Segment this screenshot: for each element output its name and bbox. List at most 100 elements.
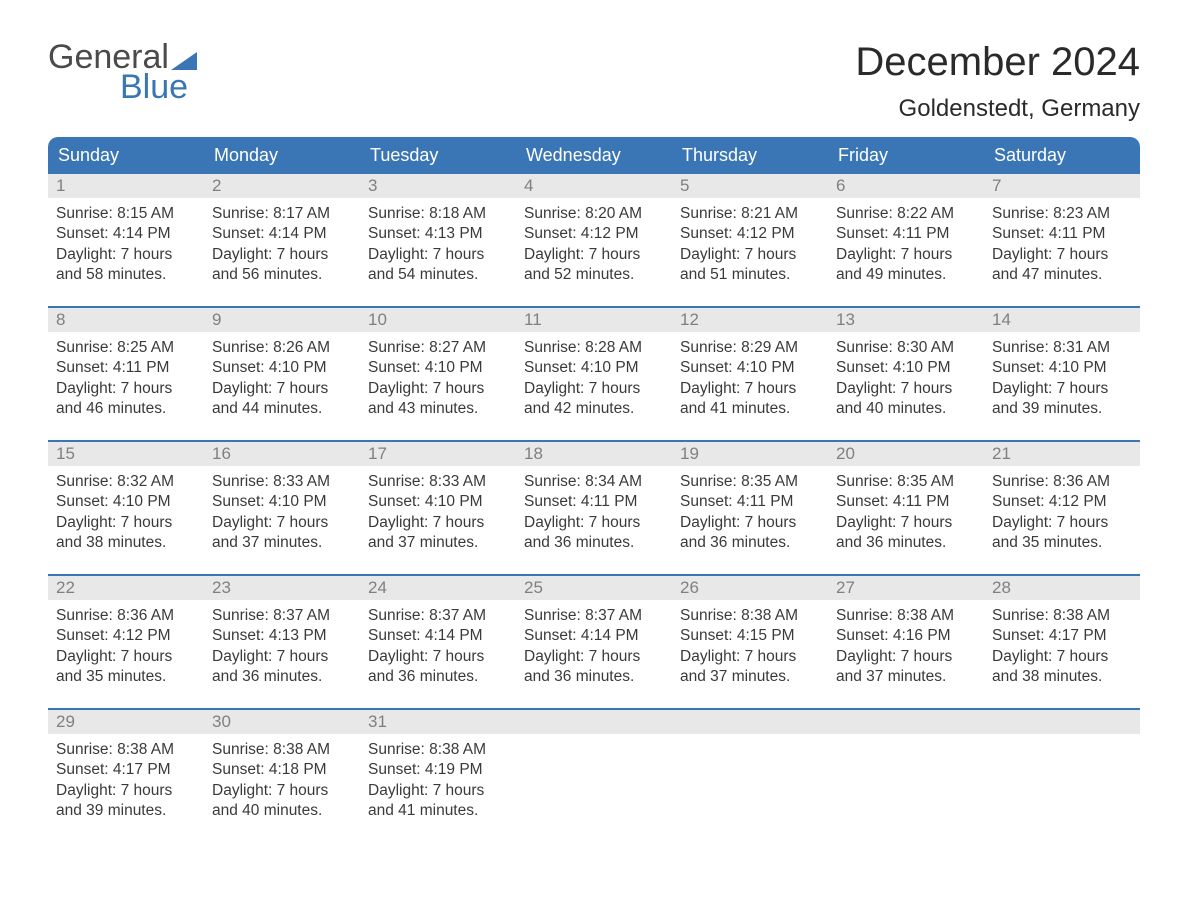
day-number: 27 — [828, 576, 984, 600]
day-number: 18 — [516, 442, 672, 466]
day-number: 6 — [828, 174, 984, 198]
day-number — [672, 710, 828, 734]
day-number: 4 — [516, 174, 672, 198]
calendar-cell: 12Sunrise: 8:29 AMSunset: 4:10 PMDayligh… — [672, 308, 828, 426]
weekday-col: Thursday — [672, 137, 828, 174]
calendar-cell: 25Sunrise: 8:37 AMSunset: 4:14 PMDayligh… — [516, 576, 672, 694]
day-number: 19 — [672, 442, 828, 466]
calendar-cell: 10Sunrise: 8:27 AMSunset: 4:10 PMDayligh… — [360, 308, 516, 426]
calendar-cell — [672, 710, 828, 828]
day-details: Sunrise: 8:29 AMSunset: 4:10 PMDaylight:… — [672, 332, 828, 422]
day-details: Sunrise: 8:32 AMSunset: 4:10 PMDaylight:… — [48, 466, 204, 556]
weekday-col: Wednesday — [516, 137, 672, 174]
day-number: 20 — [828, 442, 984, 466]
day-number: 10 — [360, 308, 516, 332]
day-number: 29 — [48, 710, 204, 734]
day-details: Sunrise: 8:38 AMSunset: 4:15 PMDaylight:… — [672, 600, 828, 690]
calendar-cell: 20Sunrise: 8:35 AMSunset: 4:11 PMDayligh… — [828, 442, 984, 560]
day-details: Sunrise: 8:38 AMSunset: 4:16 PMDaylight:… — [828, 600, 984, 690]
brand-word-2: Blue — [120, 70, 197, 104]
page-title: December 2024 — [855, 40, 1140, 85]
location-label: Goldenstedt, Germany — [855, 95, 1140, 123]
calendar-cell: 1Sunrise: 8:15 AMSunset: 4:14 PMDaylight… — [48, 174, 204, 292]
day-number: 15 — [48, 442, 204, 466]
calendar-cell: 9Sunrise: 8:26 AMSunset: 4:10 PMDaylight… — [204, 308, 360, 426]
day-details: Sunrise: 8:33 AMSunset: 4:10 PMDaylight:… — [204, 466, 360, 556]
calendar-cell: 13Sunrise: 8:30 AMSunset: 4:10 PMDayligh… — [828, 308, 984, 426]
day-details: Sunrise: 8:15 AMSunset: 4:14 PMDaylight:… — [48, 198, 204, 288]
weekday-col: Saturday — [984, 137, 1140, 174]
day-number: 9 — [204, 308, 360, 332]
calendar-cell: 16Sunrise: 8:33 AMSunset: 4:10 PMDayligh… — [204, 442, 360, 560]
day-details: Sunrise: 8:38 AMSunset: 4:19 PMDaylight:… — [360, 734, 516, 824]
calendar-cell: 4Sunrise: 8:20 AMSunset: 4:12 PMDaylight… — [516, 174, 672, 292]
brand-logo: General Blue — [48, 40, 197, 104]
day-details: Sunrise: 8:23 AMSunset: 4:11 PMDaylight:… — [984, 198, 1140, 288]
day-number: 3 — [360, 174, 516, 198]
calendar-cell: 15Sunrise: 8:32 AMSunset: 4:10 PMDayligh… — [48, 442, 204, 560]
day-number: 25 — [516, 576, 672, 600]
calendar-cell: 24Sunrise: 8:37 AMSunset: 4:14 PMDayligh… — [360, 576, 516, 694]
day-number — [828, 710, 984, 734]
day-number: 22 — [48, 576, 204, 600]
day-details: Sunrise: 8:22 AMSunset: 4:11 PMDaylight:… — [828, 198, 984, 288]
day-details: Sunrise: 8:38 AMSunset: 4:18 PMDaylight:… — [204, 734, 360, 824]
day-details: Sunrise: 8:28 AMSunset: 4:10 PMDaylight:… — [516, 332, 672, 422]
calendar-cell — [828, 710, 984, 828]
calendar-week: 15Sunrise: 8:32 AMSunset: 4:10 PMDayligh… — [48, 440, 1140, 560]
day-number: 23 — [204, 576, 360, 600]
calendar-cell: 30Sunrise: 8:38 AMSunset: 4:18 PMDayligh… — [204, 710, 360, 828]
calendar-week: 29Sunrise: 8:38 AMSunset: 4:17 PMDayligh… — [48, 708, 1140, 828]
day-number: 13 — [828, 308, 984, 332]
weekday-col: Friday — [828, 137, 984, 174]
day-details: Sunrise: 8:37 AMSunset: 4:14 PMDaylight:… — [360, 600, 516, 690]
day-number: 21 — [984, 442, 1140, 466]
day-details: Sunrise: 8:37 AMSunset: 4:13 PMDaylight:… — [204, 600, 360, 690]
day-details: Sunrise: 8:35 AMSunset: 4:11 PMDaylight:… — [828, 466, 984, 556]
day-number: 17 — [360, 442, 516, 466]
day-details: Sunrise: 8:30 AMSunset: 4:10 PMDaylight:… — [828, 332, 984, 422]
calendar: Sunday Monday Tuesday Wednesday Thursday… — [48, 137, 1140, 828]
day-number: 12 — [672, 308, 828, 332]
day-details: Sunrise: 8:38 AMSunset: 4:17 PMDaylight:… — [48, 734, 204, 824]
calendar-cell: 23Sunrise: 8:37 AMSunset: 4:13 PMDayligh… — [204, 576, 360, 694]
day-details: Sunrise: 8:35 AMSunset: 4:11 PMDaylight:… — [672, 466, 828, 556]
day-details: Sunrise: 8:37 AMSunset: 4:14 PMDaylight:… — [516, 600, 672, 690]
calendar-cell: 19Sunrise: 8:35 AMSunset: 4:11 PMDayligh… — [672, 442, 828, 560]
day-number: 1 — [48, 174, 204, 198]
day-number: 31 — [360, 710, 516, 734]
calendar-week: 1Sunrise: 8:15 AMSunset: 4:14 PMDaylight… — [48, 174, 1140, 292]
day-number: 11 — [516, 308, 672, 332]
day-details: Sunrise: 8:17 AMSunset: 4:14 PMDaylight:… — [204, 198, 360, 288]
weekday-col: Sunday — [48, 137, 204, 174]
day-number: 8 — [48, 308, 204, 332]
calendar-cell: 28Sunrise: 8:38 AMSunset: 4:17 PMDayligh… — [984, 576, 1140, 694]
day-number — [516, 710, 672, 734]
calendar-cell: 11Sunrise: 8:28 AMSunset: 4:10 PMDayligh… — [516, 308, 672, 426]
calendar-cell: 18Sunrise: 8:34 AMSunset: 4:11 PMDayligh… — [516, 442, 672, 560]
calendar-week: 22Sunrise: 8:36 AMSunset: 4:12 PMDayligh… — [48, 574, 1140, 694]
calendar-cell — [516, 710, 672, 828]
day-details: Sunrise: 8:36 AMSunset: 4:12 PMDaylight:… — [984, 466, 1140, 556]
calendar-cell: 22Sunrise: 8:36 AMSunset: 4:12 PMDayligh… — [48, 576, 204, 694]
calendar-cell: 6Sunrise: 8:22 AMSunset: 4:11 PMDaylight… — [828, 174, 984, 292]
day-details: Sunrise: 8:33 AMSunset: 4:10 PMDaylight:… — [360, 466, 516, 556]
day-details: Sunrise: 8:38 AMSunset: 4:17 PMDaylight:… — [984, 600, 1140, 690]
calendar-cell: 3Sunrise: 8:18 AMSunset: 4:13 PMDaylight… — [360, 174, 516, 292]
day-number: 14 — [984, 308, 1140, 332]
day-number: 26 — [672, 576, 828, 600]
day-details: Sunrise: 8:31 AMSunset: 4:10 PMDaylight:… — [984, 332, 1140, 422]
day-number: 30 — [204, 710, 360, 734]
day-details: Sunrise: 8:27 AMSunset: 4:10 PMDaylight:… — [360, 332, 516, 422]
day-details: Sunrise: 8:34 AMSunset: 4:11 PMDaylight:… — [516, 466, 672, 556]
calendar-cell: 26Sunrise: 8:38 AMSunset: 4:15 PMDayligh… — [672, 576, 828, 694]
calendar-cell: 31Sunrise: 8:38 AMSunset: 4:19 PMDayligh… — [360, 710, 516, 828]
calendar-week: 8Sunrise: 8:25 AMSunset: 4:11 PMDaylight… — [48, 306, 1140, 426]
day-details: Sunrise: 8:21 AMSunset: 4:12 PMDaylight:… — [672, 198, 828, 288]
day-number: 24 — [360, 576, 516, 600]
calendar-cell: 2Sunrise: 8:17 AMSunset: 4:14 PMDaylight… — [204, 174, 360, 292]
calendar-cell: 29Sunrise: 8:38 AMSunset: 4:17 PMDayligh… — [48, 710, 204, 828]
calendar-cell: 8Sunrise: 8:25 AMSunset: 4:11 PMDaylight… — [48, 308, 204, 426]
calendar-cell: 14Sunrise: 8:31 AMSunset: 4:10 PMDayligh… — [984, 308, 1140, 426]
day-details: Sunrise: 8:25 AMSunset: 4:11 PMDaylight:… — [48, 332, 204, 422]
